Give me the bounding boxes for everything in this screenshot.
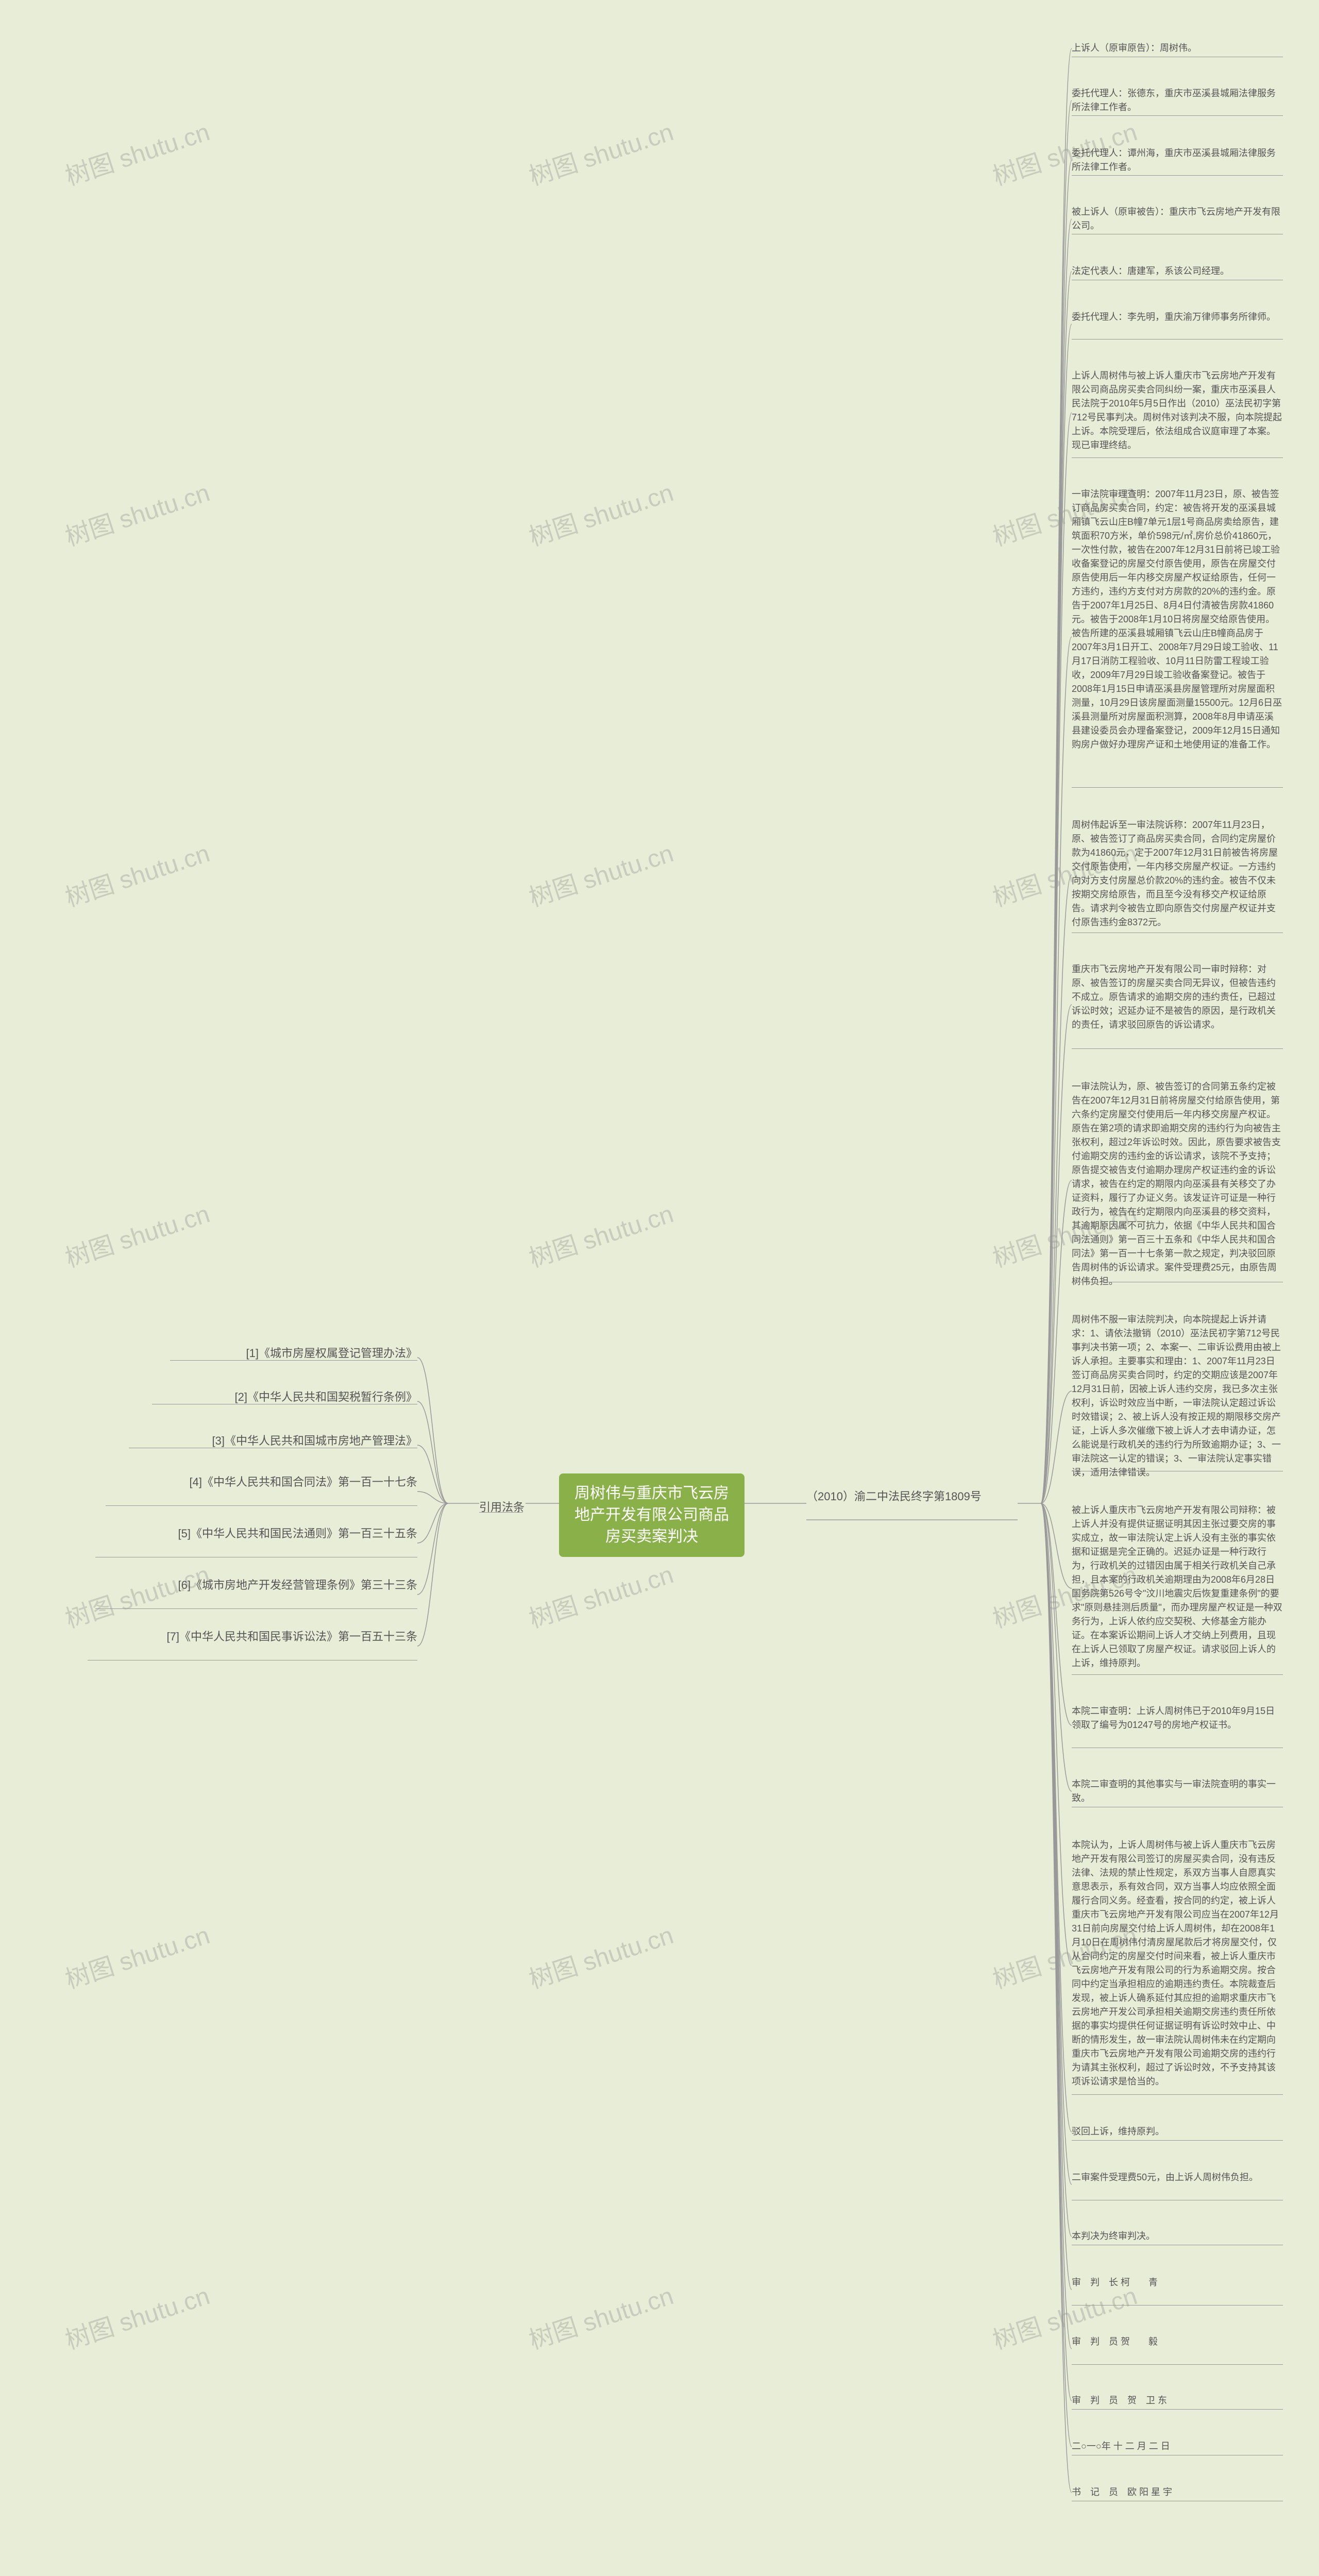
- center-node: 周树伟与重庆市飞云房地产开发有限公司商品房买卖案判决: [559, 1473, 745, 1557]
- watermark: 树图 shutu.cn: [60, 1915, 213, 1995]
- right-item-0: 上诉人（原审原告）：周树伟。: [1072, 41, 1283, 57]
- right-item-underline: [1072, 2364, 1283, 2365]
- right-item-20: 审 判 员 贺 毅: [1072, 2335, 1283, 2351]
- watermark: 树图 shutu.cn: [523, 2276, 677, 2356]
- right-item-7: 一审法院审理查明：2007年11月23日，原、被告签订商品房买卖合同，约定：被告…: [1072, 487, 1283, 754]
- watermark: 树图 shutu.cn: [523, 1194, 677, 1274]
- right-item-underline: [1072, 115, 1283, 116]
- watermark: 树图 shutu.cn: [60, 1194, 213, 1274]
- right-item-22: 二○一○年 十 二 月 二 日: [1072, 2439, 1283, 2455]
- law-item-3: [4]《中华人民共和国合同法》第一百一十七条: [106, 1475, 417, 1490]
- watermark: 树图 shutu.cn: [60, 472, 213, 553]
- right-item-underline: [1072, 2305, 1283, 2306]
- watermark: 树图 shutu.cn: [523, 472, 677, 553]
- law-item-underline: [95, 1608, 417, 1609]
- watermark: 树图 shutu.cn: [60, 2276, 213, 2356]
- law-item-2: [3]《中华人民共和国城市房地产管理法》: [129, 1433, 417, 1449]
- right-item-underline: [1072, 339, 1283, 340]
- right-item-14: 本院二审查明的其他事实与一审法院查明的事实一致。: [1072, 1777, 1283, 1807]
- right-item-underline: [1072, 457, 1283, 458]
- right-item-19: 审 判 长 柯 青: [1072, 2276, 1283, 2292]
- right-item-8: 周树伟起诉至一审法院诉称：2007年11月23日，原、被告签订了商品房买卖合同，…: [1072, 818, 1283, 931]
- watermark: 树图 shutu.cn: [60, 833, 213, 913]
- right-item-15: 本院认为，上诉人周树伟与被上诉人重庆市飞云房地产开发有限公司签订的房屋买卖合同，…: [1072, 1838, 1283, 2091]
- law-item-5: [6]《城市房地产开发经营管理条例》第三十三条: [95, 1578, 417, 1594]
- right-item-21: 审 判 员 贺 卫 东: [1072, 2394, 1283, 2410]
- right-item-1: 委托代理人：张德东，重庆市巫溪县城厢法律服务所法律工作者。: [1072, 87, 1283, 116]
- right-branch-label: （2010）渝二中法民终字第1809号: [806, 1489, 1018, 1505]
- watermark: 树图 shutu.cn: [523, 1554, 677, 1635]
- watermark: 树图 shutu.cn: [523, 1915, 677, 1995]
- law-item-4: [5]《中华人民共和国民法通则》第一百三十五条: [95, 1526, 417, 1542]
- right-item-underline: [1072, 1048, 1283, 1049]
- right-item-13: 本院二审查明：上诉人周树伟已于2010年9月15日领取了编号为01247号的房地…: [1072, 1704, 1283, 1734]
- right-item-12: 被上诉人重庆市飞云房地产开发有限公司辩称：被上诉人并没有提供证据证明其因主张过要…: [1072, 1503, 1283, 1672]
- right-item-11: 周树伟不服一审法院判决，向本院提起上诉并请求：1、请依法撤销（2010）巫法民初…: [1072, 1313, 1283, 1482]
- right-item-3: 被上诉人（原审被告）：重庆市飞云房地产开发有限公司。: [1072, 205, 1283, 235]
- right-item-underline: [1072, 2140, 1283, 2141]
- right-item-underline: [1072, 2094, 1283, 2095]
- right-item-9: 重庆市飞云房地产开发有限公司一审时辩称：对原、被告签订的房屋买卖合同无异议，但被…: [1072, 962, 1283, 1034]
- left-branch-underline: [479, 1512, 523, 1513]
- law-item-underline: [106, 1505, 417, 1506]
- right-item-underline: [1072, 175, 1283, 176]
- watermark: 树图 shutu.cn: [60, 1554, 213, 1635]
- right-item-18: 本判决为终审判决。: [1072, 2229, 1283, 2245]
- right-item-17: 二审案件受理费50元，由上诉人周树伟负担。: [1072, 2171, 1283, 2187]
- watermark: 树图 shutu.cn: [523, 112, 677, 192]
- right-item-6: 上诉人周树伟与被上诉人重庆市飞云房地产开发有限公司商品房买卖合同纠纷一案，重庆市…: [1072, 369, 1283, 454]
- right-item-underline: [1072, 787, 1283, 788]
- watermark: 树图 shutu.cn: [60, 112, 213, 192]
- right-item-5: 委托代理人：李先明，重庆渝万律师事务所律师。: [1072, 310, 1283, 326]
- law-item-0: [1]《城市房屋权属登记管理办法》: [170, 1346, 417, 1362]
- right-item-23: 书 记 员 欧 阳 星 宇: [1072, 2485, 1283, 2501]
- watermark: 树图 shutu.cn: [523, 833, 677, 913]
- right-item-2: 委托代理人：谭州海，重庆市巫溪县城厢法律服务所法律工作者。: [1072, 146, 1283, 176]
- law-item-6: [7]《中华人民共和国民事诉讼法》第一百五十三条: [88, 1629, 417, 1645]
- law-item-underline: [170, 1360, 417, 1361]
- right-item-underline: [1072, 2409, 1283, 2410]
- right-item-4: 法定代表人：唐建军，系该公司经理。: [1072, 264, 1283, 280]
- right-item-10: 一审法院认为，原、被告签订的合同第五条约定被告在2007年12月31日前将房屋交…: [1072, 1080, 1283, 1291]
- right-item-underline: [1072, 1674, 1283, 1675]
- right-item-16: 驳回上诉，维持原判。: [1072, 2125, 1283, 2141]
- center-title: 周树伟与重庆市飞云房地产开发有限公司商品房买卖案判决: [574, 1485, 729, 1545]
- law-item-1: [2]《中华人民共和国契税暂行条例》: [152, 1389, 417, 1405]
